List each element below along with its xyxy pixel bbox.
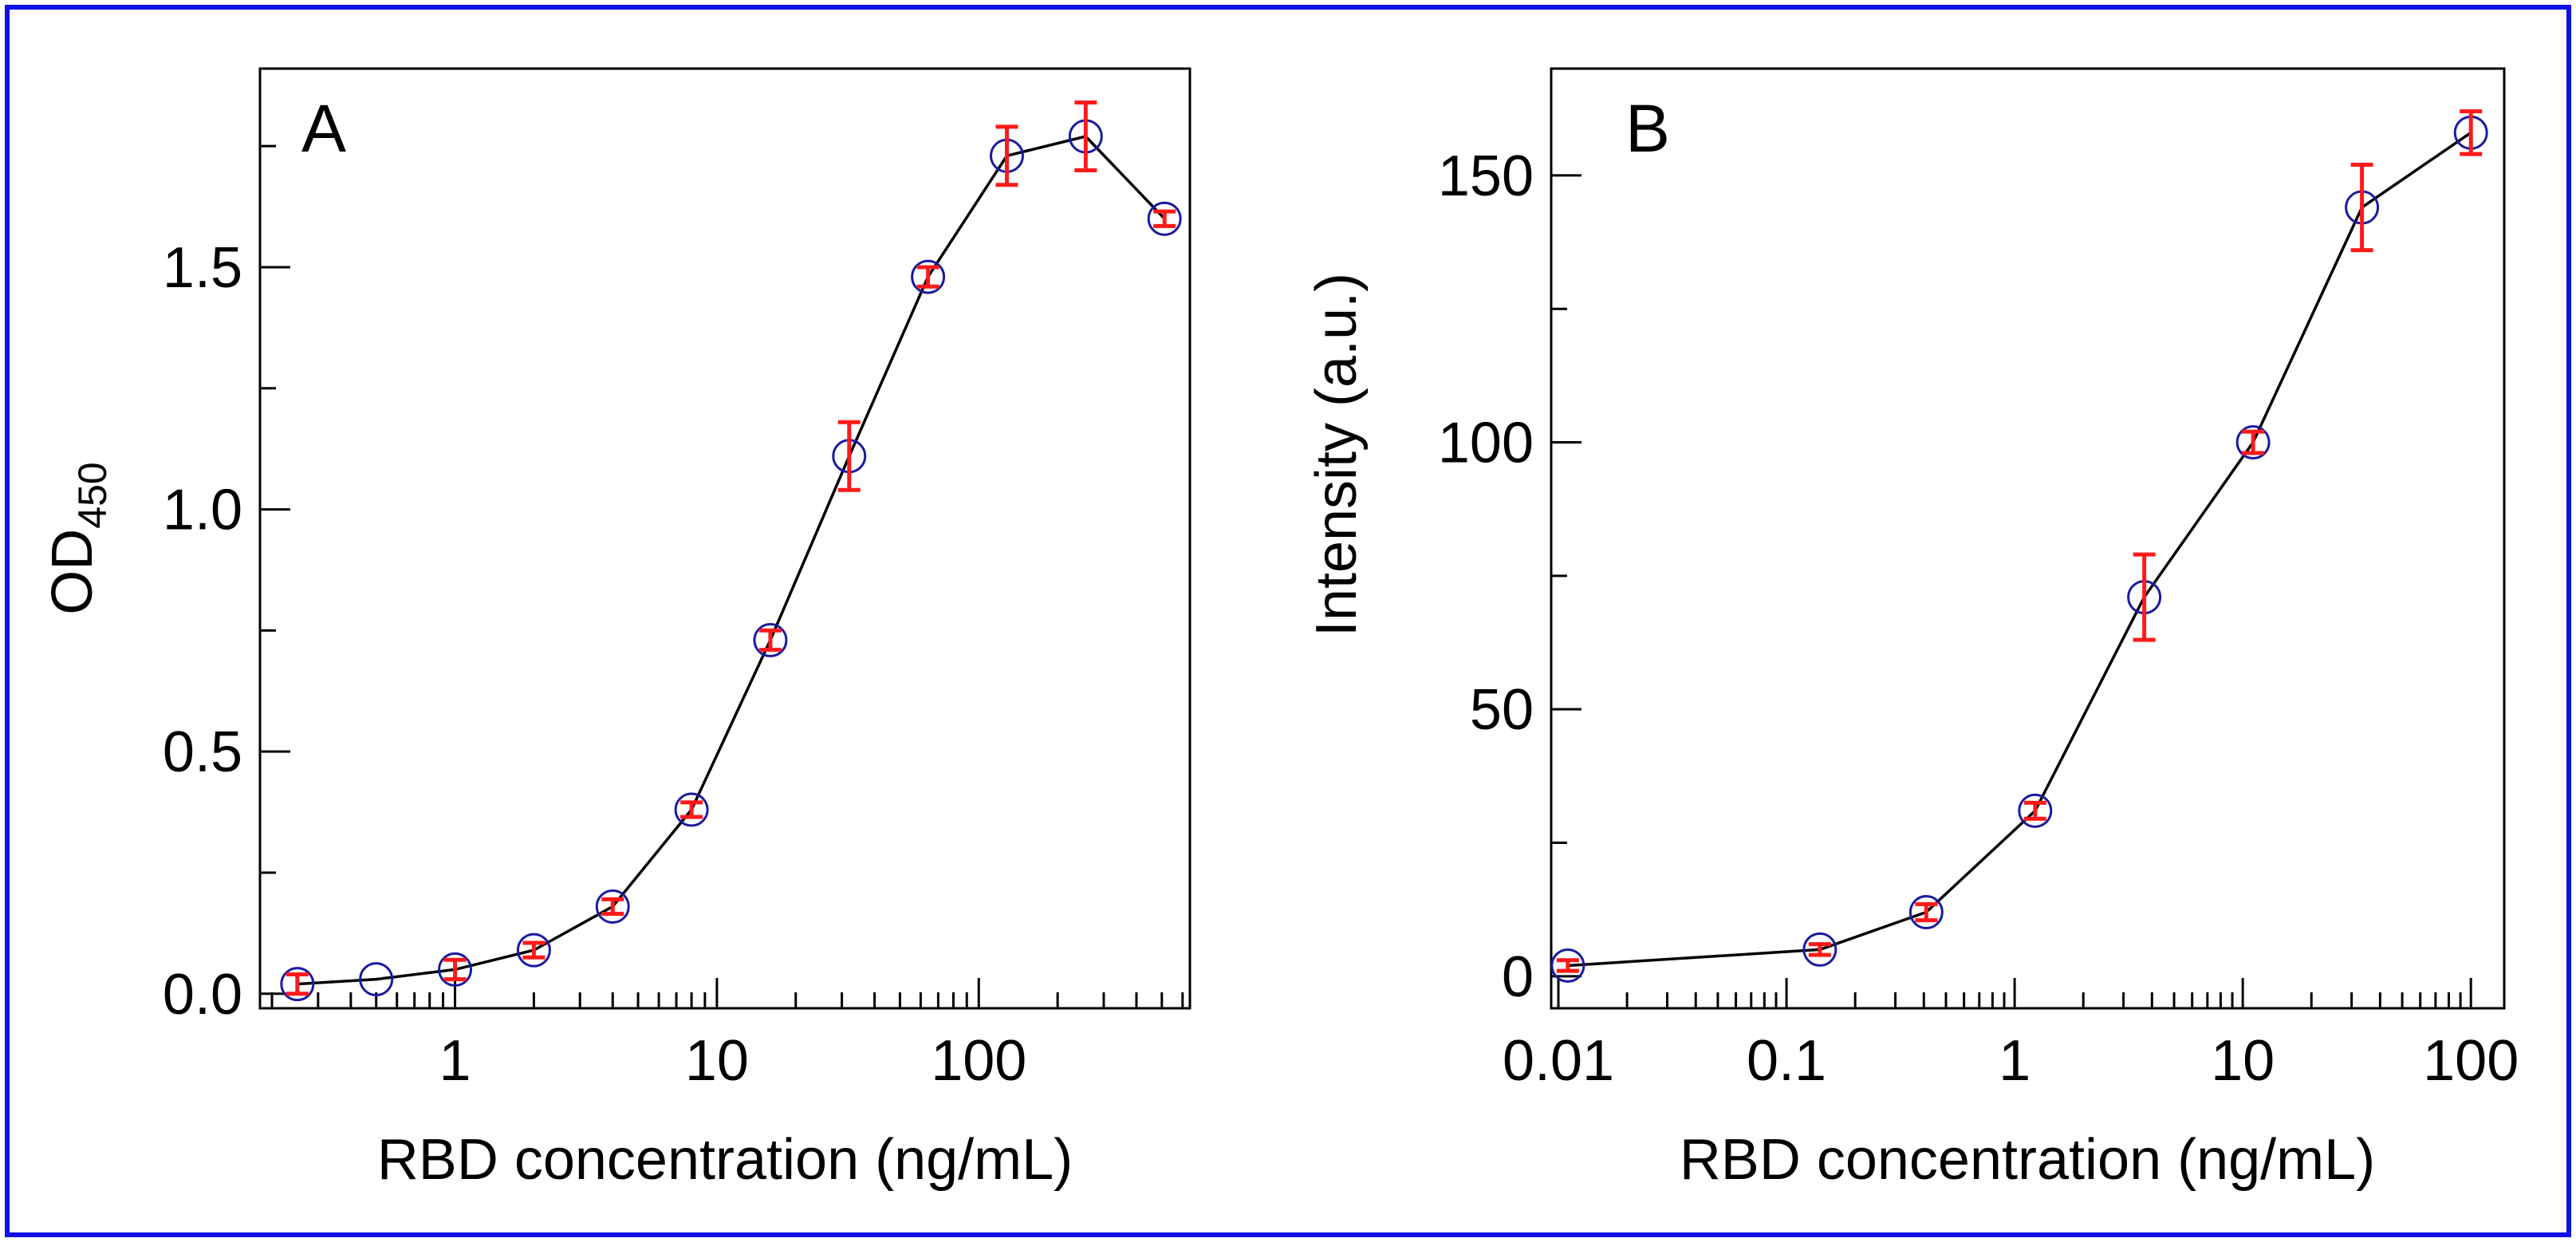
panel-a-series-line (297, 135, 1166, 986)
panel-b-data-point (1908, 895, 1944, 930)
panel-b-y-tick-label: 50 (1470, 678, 1534, 742)
panel-a-data-point (753, 623, 788, 658)
panel-a-data-point (595, 889, 630, 924)
panel-b-series-line (1567, 131, 2472, 968)
panel-b-y-tick-label: 150 (1438, 144, 1534, 208)
panel-a-y-axis-title-sub: 450 (70, 462, 115, 528)
panel-a-plot-area (258, 67, 1191, 1010)
panel-b-plot-area (1550, 67, 2506, 1010)
panel-a-y-tick-label: 0.5 (163, 720, 242, 784)
panel-b-ticks: 0.01 0.1 1 10 100 0 50 100 150 (1438, 144, 2519, 1093)
panel-a-marks (280, 101, 1182, 1002)
panel-a-y-axis-title: OD450 (41, 462, 115, 614)
panel-a-data-point (911, 259, 946, 294)
panel-a-x-tick-label: 10 (685, 1029, 749, 1093)
panel-b-label: B (1625, 91, 1670, 166)
panel-b-x-tick-label: 100 (2423, 1029, 2519, 1093)
panel-a-y-tick-label: 1.5 (163, 236, 242, 300)
panel-b-x-tick-label: 10 (2211, 1029, 2275, 1093)
panel-b-x-tick-label: 0.1 (1747, 1029, 1826, 1093)
panel-a-data-point (438, 952, 473, 987)
panel-a-data-point (359, 962, 394, 997)
panel-b-y-tick-label: 100 (1438, 412, 1534, 475)
panel-a-y-axis-title-main: OD (41, 529, 104, 615)
panel-a-data-point (1147, 201, 1182, 236)
panel-b-x-tick-label: 1 (1999, 1029, 2030, 1093)
panel-b-data-point (2235, 425, 2271, 460)
panel-b-data-point (1550, 948, 1585, 983)
panel-b-data-point (2018, 793, 2053, 828)
panel-b-y-axis-title: Intensity (a.u.) (1305, 273, 1369, 637)
panel-b-x-tick-label: 0.01 (1503, 1029, 1614, 1093)
panel-b-marks (1550, 109, 2488, 983)
panel-b: 0.01 0.1 1 10 100 0 50 100 150 B RBD concentrati… (1305, 67, 2519, 1192)
panel-a-y-tick-label: 1.0 (163, 479, 242, 542)
panel-a-x-tick-label: 1 (439, 1029, 471, 1093)
panel-a-y-tick-label: 0.0 (163, 963, 242, 1027)
panel-a: 1 10 100 0.0 0.5 1.0 1.5 A RBD concentration (… (41, 67, 1191, 1192)
panel-b-x-axis-title: RBD concentration (ng/mL) (1680, 1128, 2375, 1192)
panel-a-data-point (516, 932, 551, 968)
panel-a-ticks: 1 10 100 0.0 0.5 1.0 1.5 (163, 144, 1184, 1093)
panel-b-data-point (1802, 932, 1837, 967)
panel-b-y-tick-label: 0 (1502, 945, 1534, 1009)
panel-a-data-point (280, 967, 315, 1002)
panel-a-x-tick-label: 100 (931, 1029, 1026, 1093)
panel-a-data-point (674, 792, 709, 827)
panel-a-label: A (301, 91, 346, 166)
panel-a-x-axis-title: RBD concentration (ng/mL) (377, 1128, 1073, 1192)
